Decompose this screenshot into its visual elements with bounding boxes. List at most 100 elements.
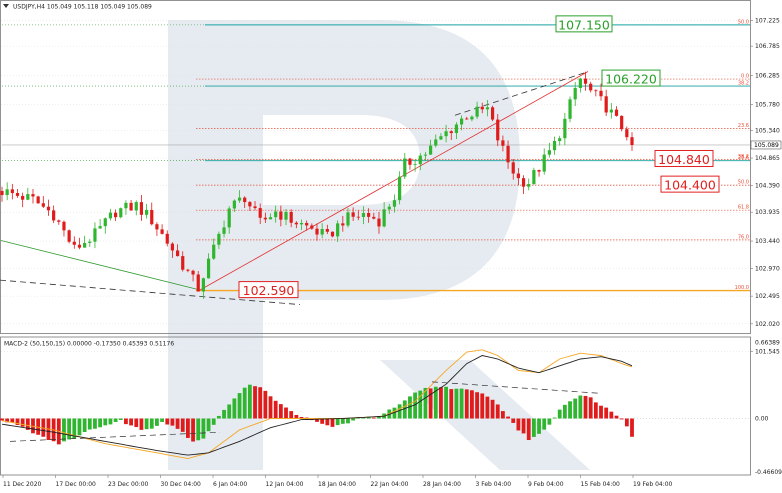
macd-histogram-bar [139,418,144,430]
candle-body [144,209,149,215]
candle-body [521,178,526,187]
fib-level-label: 100.0 [735,285,749,291]
candle-body [57,220,61,222]
price-axis-label: 104.865 [755,155,780,162]
macd-histogram-bar [227,404,232,419]
time-axis-label: 12 Jan 04:00 [266,481,304,488]
candle-body [413,164,417,165]
macd-histogram-bar [41,418,46,437]
candle-body [258,208,262,218]
candle-body [372,216,376,219]
candle-body [36,196,40,204]
candle-body [83,242,87,248]
macd-histogram-bar [583,395,588,419]
candle-body [434,139,438,146]
macd-histogram-bar [418,390,423,419]
candle-body [206,258,211,279]
candle-body [423,154,428,156]
candle-body [15,193,20,196]
macd-histogram-bar [294,414,299,419]
candle-body [10,189,14,194]
candle-body [26,194,30,200]
macd-histogram-bar [562,404,567,419]
candle-body [62,221,66,231]
macd-histogram-bar [170,418,175,426]
fib-level-label: 23.6 [738,123,749,129]
macd-panel-border [0,336,751,476]
time-axis-label: 23 Dec 00:00 [108,481,149,488]
macd-histogram-bar [377,416,381,419]
macd-histogram-bar [604,407,609,419]
candle-body [284,211,288,220]
macd-histogram-bar [155,418,159,426]
price-axis-label: 106.785 [755,43,780,50]
candle-body [305,222,309,226]
candle-body [532,170,536,185]
red-trend-line [199,71,589,291]
candle-body [88,241,92,243]
candle-body [175,250,180,257]
macd-histogram-bar [480,393,485,419]
candle-body [46,206,51,211]
candle-body [578,78,582,88]
time-axis-label: 22 Jan 04:00 [371,481,409,488]
extension-level-label: 23.6 [738,155,749,161]
candle-body [496,119,500,141]
candle-body [403,158,407,177]
candle-body [630,137,634,145]
candle-body [217,233,221,245]
macd-histogram-bar [25,418,30,430]
macd-histogram-bar [557,409,562,419]
candle-body [268,217,273,220]
candle-body [31,194,35,197]
chart-frame [0,0,751,476]
macd-histogram-bar [144,418,149,430]
price-axis-label: 107.225 [755,18,780,25]
candle-body [279,211,283,220]
candle-body [356,216,360,218]
macd-histogram-bar [82,418,87,432]
fib-level-label: 50.0 [738,180,749,186]
candle-body [77,244,82,248]
candle-body [444,131,448,137]
candle-body [114,212,118,218]
macd-histogram-bar [299,417,304,419]
axes: 107.225 106.785 106.285 105.780 105.340 104.8… [2,18,782,488]
macd-histogram-bar [186,418,190,438]
candle-body [346,212,350,226]
price-axis-label: 103.440 [755,238,780,245]
collapse-triangle-icon[interactable] [3,4,9,8]
macd-histogram-bar [268,396,273,419]
candle-body [139,202,144,215]
macd-histogram-bar [568,401,572,419]
macd-histogram-bar [118,418,123,420]
time-axis-label: 17 Dec 00:00 [56,481,97,488]
candle-body [609,109,613,113]
macd-histogram-bar [10,418,15,423]
macd-histogram-bar [263,390,268,419]
macd-histogram-bar [72,418,77,439]
candle-body [41,203,45,207]
macd-histogram-bar [180,418,185,432]
time-axis-label: 19 Feb 04:00 [633,481,673,488]
candle-body [52,210,56,221]
candle-body [237,197,242,201]
macd-panel [0,349,750,460]
macd-histogram-bar [5,418,10,423]
support-dashed-line [0,279,301,305]
candle-body [299,222,304,225]
candle-body [392,200,397,207]
price-label: 104.400 [664,178,716,193]
macd-histogram-bar [501,411,505,419]
candle-body [589,83,593,91]
macd-header: MACD-2 (50,150,15) 0.00000 -0.17350 0.45… [4,341,174,348]
macd-histogram-bar [278,404,283,419]
macd-histogram-bar [273,400,278,419]
macd-histogram-bar [93,418,97,429]
candle-body [516,173,520,179]
macd-histogram-bar [423,387,428,419]
price-label: 104.840 [658,152,710,167]
candle-body [398,176,402,201]
macd-histogram-bar [624,418,629,427]
macd-histogram-bar [516,418,521,431]
